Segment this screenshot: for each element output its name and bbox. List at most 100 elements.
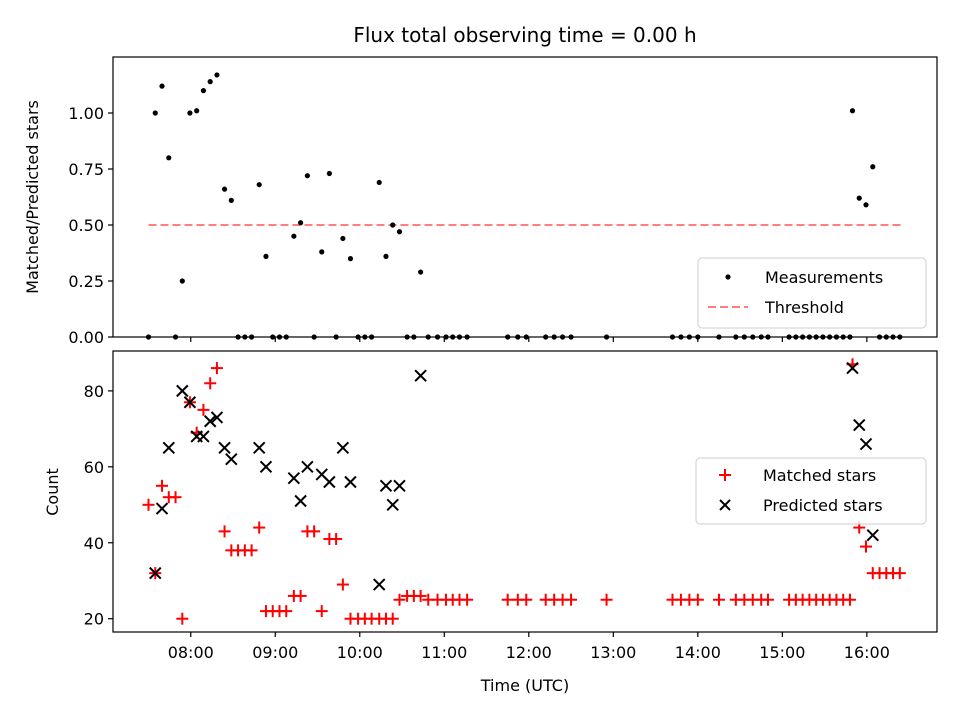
measurement-point — [194, 108, 200, 114]
predicted-star-marker — [386, 498, 399, 511]
measurement-point — [849, 108, 856, 114]
top-y-tick-label: 0.75 — [68, 160, 104, 179]
bottom-legend: Matched stars Predicted stars — [695, 457, 927, 525]
measurement-point — [291, 233, 297, 239]
legend-measurements-label: Measurements — [765, 268, 883, 287]
top-legend-box — [697, 257, 927, 329]
matched-star-marker — [386, 612, 399, 625]
measurement-point — [390, 222, 396, 228]
measurement-point — [152, 110, 158, 116]
bottom-x-tick-label: 14:00 — [675, 643, 721, 662]
top-chart-title: Flux total observing time = 0.00 h — [353, 23, 696, 47]
matched-star-marker — [336, 578, 349, 591]
matched-star-marker — [761, 593, 774, 606]
bottom-y-tick-label: 80 — [84, 382, 104, 401]
measurement-point — [383, 253, 389, 259]
bottom-series-layer — [142, 358, 906, 625]
predicted-star-marker — [253, 441, 266, 455]
predicted-star-marker — [176, 384, 189, 398]
predicted-star-marker — [336, 441, 350, 455]
matched-star-marker — [142, 498, 155, 511]
measurement-point — [207, 79, 213, 85]
predicted-star-marker — [225, 453, 238, 466]
top-axes-frame — [112, 56, 938, 338]
top-plot-area: 0.00 0.25 0.50 0.75 1.00 — [68, 56, 938, 347]
bottom-y-axis-label: Count — [43, 468, 62, 516]
legend-matched-label: Matched stars — [763, 466, 876, 485]
matched-star-marker — [600, 593, 613, 606]
measurement-point — [856, 195, 862, 201]
top-y-tick-label: 0.00 — [68, 328, 104, 347]
matched-star-marker — [393, 593, 406, 606]
measurement-point — [200, 88, 207, 94]
predicted-star-marker — [218, 441, 231, 455]
matched-star-marker — [156, 479, 169, 492]
matched-star-marker — [860, 540, 873, 553]
bottom-y-tick-label: 20 — [84, 610, 104, 629]
matched-star-marker — [315, 605, 328, 618]
bottom-x-axis-label: Time (UTC) — [480, 676, 569, 695]
measurement-point — [863, 202, 869, 208]
matched-star-marker — [169, 491, 182, 504]
matched-star-marker — [843, 593, 856, 606]
legend-measurements-marker — [725, 274, 731, 280]
measurement-point — [304, 173, 310, 179]
matched-star-marker — [253, 521, 266, 534]
top-y-tick-label: 0.25 — [68, 272, 104, 291]
measurement-point — [347, 256, 354, 262]
bottom-plot-area: 20 40 60 80 08:00 09:00 10:00 11:00 12:00 13:00 1… — [84, 350, 938, 662]
predicted-star-marker — [155, 502, 169, 515]
bottom-y-axis: 20 40 60 80 — [84, 382, 113, 629]
measurement-point — [187, 110, 193, 116]
predicted-star-marker — [379, 479, 393, 493]
legend-matched-marker — [719, 469, 731, 481]
bottom-x-tick-label: 11:00 — [421, 643, 467, 662]
bottom-x-tick-label: 13:00 — [590, 643, 636, 662]
bottom-legend-box — [695, 457, 927, 525]
legend-predicted-marker — [719, 499, 731, 511]
matched-star-marker — [330, 532, 343, 545]
matched-star-marker — [461, 593, 474, 606]
predicted-star-marker — [414, 369, 427, 382]
predicted-star-marker — [259, 460, 273, 474]
predicted-star-marker — [846, 361, 859, 375]
predicted-star-marker — [859, 437, 873, 451]
measurement-point — [228, 197, 234, 203]
measurement-point — [396, 229, 403, 235]
predicted-star-marker — [149, 566, 162, 580]
matched-star-marker — [176, 612, 189, 625]
bottom-x-axis: 08:00 09:00 10:00 11:00 12:00 13:00 14:00 15:00… — [168, 632, 890, 662]
matched-star-marker — [294, 589, 307, 602]
measurement-point — [298, 220, 304, 226]
matched-star-marker — [280, 605, 293, 618]
predicted-star-marker — [866, 528, 879, 542]
top-y-tick-label: 0.50 — [68, 216, 104, 235]
top-x-axis — [190, 337, 868, 342]
bottom-x-tick-label: 16:00 — [844, 643, 890, 662]
predicted-star-marker — [210, 411, 224, 424]
predicted-star-marker — [393, 479, 406, 493]
matched-star-marker — [210, 362, 223, 375]
matched-star-marker — [501, 593, 514, 606]
predicted-star-marker — [203, 415, 217, 428]
top-y-axis: 0.00 0.25 0.50 0.75 1.00 — [68, 104, 113, 347]
predicted-star-marker — [162, 441, 175, 455]
measurement-point — [326, 170, 332, 177]
predicted-star-marker — [301, 460, 314, 474]
bottom-x-tick-label: 15:00 — [759, 643, 805, 662]
matched-star-marker — [565, 593, 578, 606]
predicted-star-marker — [373, 578, 386, 591]
top-y-tick-label: 1.00 — [68, 104, 104, 123]
measurement-point — [376, 179, 382, 186]
measurement-point — [166, 155, 172, 161]
predicted-star-marker — [323, 475, 336, 489]
predicted-star-marker — [197, 430, 210, 443]
bottom-x-tick-label: 12:00 — [506, 643, 552, 662]
measurement-point — [340, 235, 346, 242]
matched-star-marker — [414, 589, 427, 602]
matched-star-marker — [691, 593, 704, 606]
measurement-point — [256, 182, 262, 188]
matched-star-marker — [308, 525, 321, 538]
predicted-star-marker — [287, 472, 301, 485]
bottom-y-tick-label: 40 — [84, 534, 104, 553]
